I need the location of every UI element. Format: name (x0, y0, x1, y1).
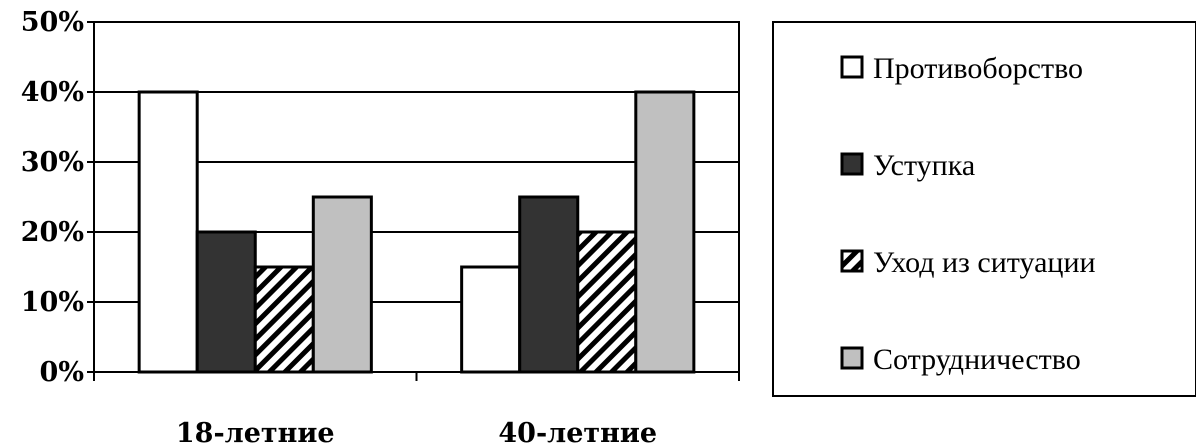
bar (576, 230, 638, 374)
bar (634, 90, 696, 374)
legend-frame (772, 21, 1196, 397)
bar (195, 230, 257, 374)
bars (137, 90, 696, 374)
bar (253, 265, 315, 374)
x-category-label: 18-летние (176, 418, 335, 444)
y-tick-label: 20% (21, 217, 84, 248)
legend-swatch (840, 249, 864, 273)
bar (311, 195, 373, 374)
legend-label: Сотрудничество (873, 343, 1081, 376)
bar (460, 265, 522, 374)
legend-swatch (840, 55, 864, 79)
y-tick-label: 30% (21, 147, 84, 178)
legend-swatch (840, 346, 864, 370)
bar (518, 195, 580, 374)
legend-swatch (840, 152, 864, 176)
x-category-label: 40-летние (498, 418, 657, 444)
legend-label: Уступка (873, 149, 975, 182)
y-tick-label: 50% (21, 7, 84, 38)
y-tick-label: 0% (40, 357, 84, 388)
bar (137, 90, 199, 374)
y-tick-label: 10% (21, 287, 84, 318)
y-tick-label: 40% (21, 77, 84, 108)
legend-label: Противоборство (873, 52, 1083, 85)
axes: 0% 10% 20% 30% 40% 50% 18-летние 40-летние (21, 7, 740, 444)
legend: Противоборство Уступка Уход из ситуации Сот… (772, 21, 1196, 397)
legend-label: Уход из ситуации (873, 246, 1096, 279)
